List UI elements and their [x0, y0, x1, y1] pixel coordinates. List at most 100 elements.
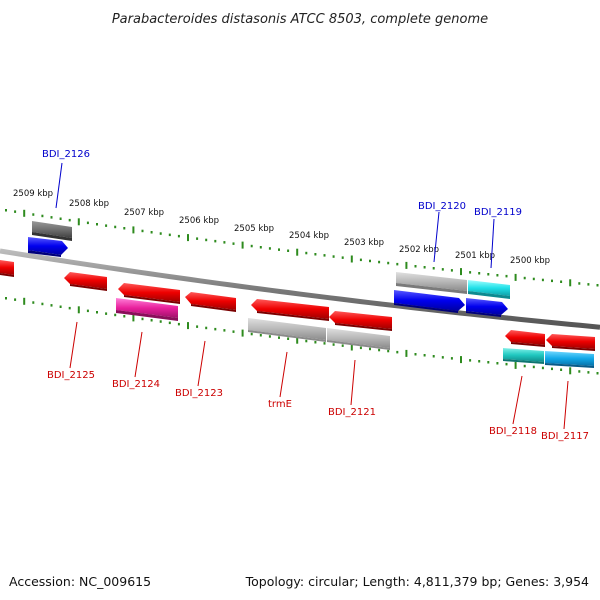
gene-feature-magenta[interactable] [116, 298, 178, 321]
scale-major-tick [77, 218, 80, 226]
gene-labels: BDI_2126 BDI_2120 BDI_2119 BDI_2125 BDI_… [42, 149, 589, 442]
scale-major-tick [514, 273, 517, 281]
scale-minor-tick [596, 284, 599, 287]
scale-minor-tick [123, 227, 126, 230]
scale-minor-tick [287, 249, 290, 252]
gene-feature-cyan[interactable] [468, 280, 510, 299]
scale-minor-tick [105, 224, 108, 227]
gene-feature-teal[interactable] [503, 348, 544, 364]
scale-minor-tick [232, 242, 235, 245]
scale-minor-tick [551, 367, 553, 371]
scale-major-tick [460, 356, 462, 364]
gene-label[interactable]: trmE [268, 399, 292, 410]
gene-feature-blue-arrow[interactable] [28, 237, 68, 257]
gene-feature-red-arrow[interactable] [329, 311, 392, 331]
scale-minor-tick [441, 268, 444, 271]
scale-ticks-outer [5, 209, 599, 287]
accession-text: Accession: NC_009615 [9, 574, 151, 589]
scale-minor-tick [14, 298, 17, 301]
gene-label[interactable]: BDI_2118 [489, 426, 537, 437]
scale-minor-tick [205, 326, 208, 330]
scale-minor-tick [114, 313, 117, 317]
scale-minor-tick [496, 362, 499, 365]
gene-feature-red-arrow[interactable] [546, 334, 595, 351]
scale-minor-tick [96, 223, 98, 226]
scale-major-tick [405, 349, 408, 357]
scale-minor-tick [41, 302, 44, 306]
gene-feature-blue-arrow[interactable] [394, 290, 465, 313]
scale-minor-tick [150, 319, 153, 322]
scale-minor-tick [123, 315, 126, 318]
scale-minor-tick [441, 356, 444, 359]
gene-label[interactable]: BDI_2119 [474, 207, 522, 218]
scale-minor-tick [314, 253, 317, 256]
scale-minor-tick [523, 364, 526, 368]
scale-minor-tick [541, 366, 544, 370]
scale-major-tick [460, 268, 462, 276]
map-title: Parabacteroides distasonis ATCC 8503, co… [112, 12, 488, 27]
gene-feature-light-gray[interactable] [248, 318, 326, 342]
scale-minor-tick [278, 248, 280, 251]
gene-feature-light-gray[interactable] [396, 272, 467, 294]
scale-major-tick [187, 322, 189, 330]
scale-major-tick [132, 314, 135, 322]
scale-minor-tick [396, 350, 399, 354]
scale-minor-tick [478, 360, 481, 363]
gene-feature-red-arrow[interactable] [118, 283, 180, 304]
scale-minor-tick [223, 241, 226, 244]
scale-minor-tick [168, 321, 171, 325]
scale-minor-tick [487, 273, 490, 276]
gene-feature-red-arrow[interactable] [505, 330, 545, 347]
gene-label[interactable]: BDI_2126 [42, 149, 90, 160]
scale-minor-tick [168, 233, 171, 237]
gene-label[interactable]: BDI_2124 [112, 379, 160, 390]
scale-major-tick [187, 234, 189, 242]
scale-minor-tick [68, 218, 71, 222]
gene-feature-dark-gray[interactable] [32, 221, 72, 241]
gene-feature-red-arrow[interactable] [251, 299, 329, 321]
scale-minor-tick [432, 267, 435, 270]
gene-label[interactable]: BDI_2125 [47, 370, 95, 381]
gene-label-lines [55, 162, 569, 430]
gene-feature-sky-blue[interactable] [545, 351, 594, 368]
scale-minor-tick [314, 341, 317, 344]
scale-minor-tick [305, 251, 308, 255]
scale-minor-tick [50, 216, 53, 219]
gene-feature-red-arrow[interactable] [64, 272, 107, 291]
gene-label[interactable]: BDI_2123 [175, 388, 223, 399]
scale-minor-tick [341, 256, 344, 259]
scale-minor-tick [141, 229, 144, 233]
scale-minor-tick [578, 282, 581, 285]
scale-minor-tick [423, 354, 426, 357]
scale-label: 2508 kbp [69, 199, 109, 209]
scale-minor-tick [323, 342, 326, 345]
scale-minor-tick [59, 305, 62, 308]
gene-label[interactable]: BDI_2120 [418, 201, 466, 212]
scale-minor-tick [5, 297, 7, 300]
gene-label[interactable]: BDI_2117 [541, 431, 589, 442]
scale-label: 2500 kbp [510, 256, 550, 266]
gene-label[interactable]: BDI_2121 [328, 407, 376, 418]
scale-label: 2505 kbp [234, 224, 274, 234]
scale-minor-tick [378, 348, 381, 352]
scale-minor-tick [369, 259, 371, 263]
gene-feature-red-arrow[interactable] [185, 292, 236, 312]
scale-minor-tick [359, 346, 362, 350]
scale-minor-tick [523, 276, 526, 280]
scale-minor-tick [114, 225, 117, 229]
gene-feature-blue-arrow[interactable] [466, 298, 508, 317]
scale-major-tick [296, 248, 299, 256]
scale-minor-tick [450, 269, 453, 272]
scale-minor-tick [414, 353, 417, 356]
scale-label: 2509 kbp [13, 189, 53, 199]
scale-major-tick [132, 226, 135, 234]
gene-feature-red-arrow[interactable] [0, 260, 14, 277]
genome-backbone [0, 248, 600, 330]
gene-feature-light-gray[interactable] [327, 328, 390, 350]
gene-features [0, 221, 595, 368]
scale-minor-tick [532, 365, 535, 369]
scale-major-tick [77, 306, 80, 314]
scale-minor-tick [250, 244, 253, 248]
scale-minor-tick [150, 231, 153, 234]
scale-minor-tick [560, 368, 563, 371]
